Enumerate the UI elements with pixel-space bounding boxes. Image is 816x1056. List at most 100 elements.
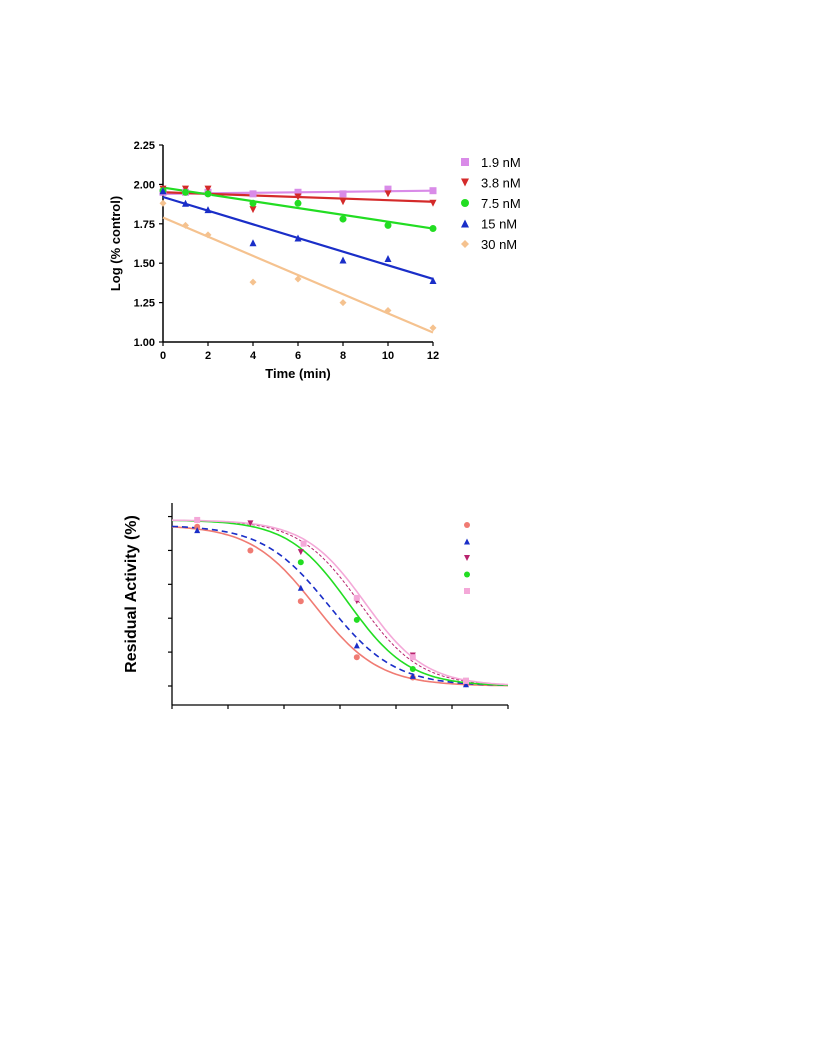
chart1-data-point [294, 188, 302, 196]
chart1-legend-marker [461, 158, 469, 166]
chart2-data-point [297, 598, 304, 605]
chart1-legend-label: 30 nM [481, 237, 517, 252]
chart2-data-point [247, 520, 254, 527]
chart1-x-tick-label: 6 [295, 350, 301, 362]
chart2-data-point [194, 523, 201, 530]
chart1-data-point [384, 185, 392, 193]
chart1-data-point [249, 278, 257, 286]
chart1-data-point [249, 239, 257, 247]
chart2-data-point [409, 672, 416, 679]
chart1-legend-marker [461, 219, 469, 228]
chart1-data-point [429, 225, 437, 233]
chart1-data-point [294, 275, 302, 283]
chart2-data-point [409, 666, 416, 673]
chart1-data-point [182, 199, 189, 207]
chart1-data-point [294, 199, 302, 207]
chart2-legend-marker [464, 522, 470, 528]
chart2-fit-curves [171, 519, 509, 687]
chart1-data-point [429, 187, 437, 195]
chart1-legend-marker [461, 199, 469, 207]
chart1-legend: 1.9 nM 3.8 nM 7.5 nM 15 nM 30 nM [461, 155, 521, 252]
chart1-data-point [339, 215, 347, 223]
chart2-data-point [297, 584, 304, 591]
chart2-data-point [297, 549, 304, 556]
chart1-axes [159, 144, 434, 346]
chart1-tick-labels: 0 2 4 6 8 10 12 1.00 1.25 1.50 1.75 2.00 2.25 [134, 140, 440, 362]
chart2-data-point [353, 594, 360, 601]
chart1-legend-label: 7.5 nM [481, 196, 521, 211]
chart1-legend-marker [461, 240, 469, 248]
chart1-legend-marker [461, 178, 469, 187]
chart1-data-point [204, 231, 212, 239]
chart2-data-points [194, 516, 469, 688]
chart1-data-point [249, 199, 257, 207]
chart1-y-tick-label: 1.25 [134, 298, 155, 310]
chart1-legend-label: 3.8 nM [481, 176, 521, 191]
chart1-data-point [339, 299, 347, 307]
chart2-data-point [194, 527, 201, 534]
chart2-data-point [194, 516, 201, 523]
chart1-data-point [159, 199, 167, 207]
chart2-data-point [463, 681, 469, 688]
chart1-data-point [294, 193, 302, 201]
chart1-fit-lines [162, 186, 434, 334]
chart1-y-axis-title: Log (% control) [108, 196, 123, 291]
chart1-data-point [384, 221, 392, 229]
chart2-data-point [300, 540, 307, 547]
chart2-data-point [353, 616, 360, 623]
chart2-data-point [353, 654, 360, 661]
chart2-y-axis-title: Residual Activity (%) [123, 515, 140, 673]
chart1-x-tick-label: 0 [160, 350, 166, 362]
chart1-data-point [182, 221, 189, 229]
chart2-data-point [247, 547, 254, 554]
chart2-legend-marker [464, 588, 470, 594]
chart1-data-points [159, 185, 437, 332]
chart1-data-point [384, 190, 392, 198]
chart2-fit-curve [171, 519, 509, 686]
chart1-data-point [384, 306, 392, 314]
chart2-legend-marker [464, 555, 470, 561]
chart1-data-point [339, 190, 347, 198]
chart1-x-tick-label: 4 [250, 350, 257, 362]
chart2-fit-curve [171, 525, 509, 687]
chart1-data-point [339, 198, 347, 206]
chart1-legend-label: 1.9 nM [481, 155, 521, 170]
residual-activity-chart: Residual Activity (%) [123, 503, 509, 709]
chart2-data-point [297, 559, 304, 566]
chart1-data-point [429, 277, 437, 285]
chart1-data-point [249, 190, 257, 198]
chart2-legend-marker [464, 538, 470, 545]
chart1-data-point [204, 206, 212, 214]
chart2-fit-curve [171, 526, 508, 687]
chart1-x-tick-label: 12 [427, 350, 439, 362]
chart2-fit-curve [171, 519, 509, 686]
chart2-fit-curve [172, 519, 509, 686]
chart1-data-point [384, 254, 392, 262]
chart1-data-point [294, 234, 302, 242]
chart1-data-point [182, 188, 189, 196]
chart1-data-point [429, 199, 437, 207]
chart1-data-point [204, 190, 212, 198]
chart2-axes [168, 503, 509, 709]
chart1-y-tick-label: 2.00 [134, 179, 155, 191]
chart1-data-point [249, 206, 257, 214]
chart1-data-point [429, 324, 437, 332]
chart1-x-axis-title: Time (min) [265, 366, 331, 381]
chart1-y-tick-label: 2.25 [134, 140, 155, 152]
chart1-y-tick-label: 1.00 [134, 337, 155, 349]
chart1-x-tick-label: 2 [205, 350, 211, 362]
chart1-data-point [159, 187, 167, 195]
chart1-y-tick-label: 1.50 [134, 258, 155, 270]
chart1-data-point [204, 185, 212, 193]
chart1-legend-label: 15 nM [481, 217, 517, 232]
chart2-data-point [409, 654, 416, 661]
chart1-data-point [339, 256, 347, 264]
time-course-chart: 0 2 4 6 8 10 12 1.00 1.25 1.50 1.75 2.00 2.25 1.9 nM… [108, 140, 521, 381]
chart2-legend-marker [464, 571, 470, 578]
chart1-x-tick-label: 10 [382, 350, 394, 362]
chart2-legend [464, 522, 470, 594]
chart1-x-tick-label: 8 [340, 350, 346, 362]
chart1-y-tick-label: 1.75 [134, 219, 155, 231]
chart2-data-point [353, 642, 360, 649]
chart2-data-point [463, 677, 469, 684]
